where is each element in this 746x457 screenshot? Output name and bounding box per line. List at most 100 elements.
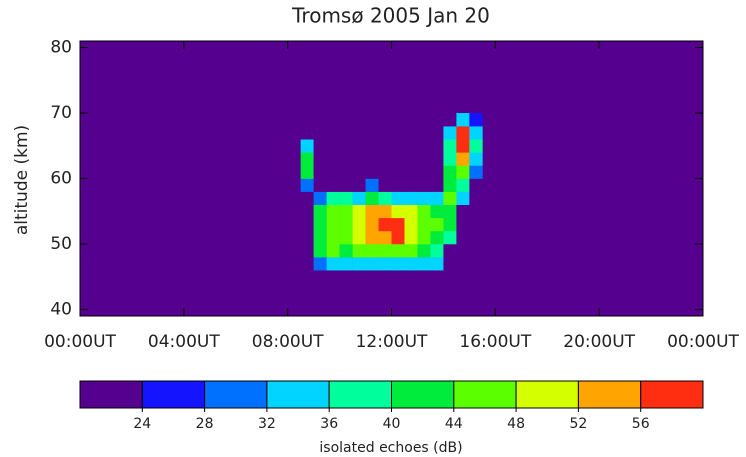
heat-cell xyxy=(404,230,418,245)
heat-cell xyxy=(430,139,444,153)
heat-cell xyxy=(287,178,301,192)
heat-cell xyxy=(404,191,418,205)
colorbar-tick-label: 40 xyxy=(383,416,401,432)
heat-cell xyxy=(469,113,483,127)
heat-cell xyxy=(391,126,405,140)
heat-cell xyxy=(417,204,431,219)
heat-cell xyxy=(365,230,379,245)
heat-cell xyxy=(326,243,340,258)
y-tick-label: 40 xyxy=(50,299,72,319)
heat-cell xyxy=(287,204,301,219)
y-tick-label: 60 xyxy=(50,169,72,189)
heat-cell xyxy=(352,126,366,140)
heat-cell xyxy=(300,126,314,140)
colorbar-segment xyxy=(79,380,143,409)
heat-cell xyxy=(443,139,457,153)
heat-cell xyxy=(430,217,444,232)
x-tick-label: 12:00UT xyxy=(356,332,428,352)
heat-cell xyxy=(300,178,314,192)
heat-cell xyxy=(417,191,431,205)
heat-cell xyxy=(313,204,327,219)
heat-cell xyxy=(378,257,392,271)
heat-cell xyxy=(326,204,340,219)
heat-cell xyxy=(443,126,457,140)
heat-cell xyxy=(326,126,340,140)
heat-cell xyxy=(443,257,457,271)
colorbar-tick-label: 52 xyxy=(569,416,587,432)
heat-cell xyxy=(300,191,314,205)
heat-cell xyxy=(352,178,366,192)
heat-cell xyxy=(391,191,405,205)
heat-cell xyxy=(313,113,327,127)
heat-cell xyxy=(378,126,392,140)
heat-cell xyxy=(469,204,483,219)
heat-cell xyxy=(456,191,470,205)
heat-cell xyxy=(391,243,405,258)
heat-cell xyxy=(469,126,483,140)
heat-cell xyxy=(404,204,418,219)
heat-cell xyxy=(378,230,392,245)
heat-cell xyxy=(456,113,470,127)
heat-cell xyxy=(378,165,392,179)
heat-cell xyxy=(430,152,444,166)
heat-cell xyxy=(313,165,327,179)
colorbar-segment xyxy=(391,380,455,409)
y-tick-label: 80 xyxy=(50,38,72,58)
heat-cell xyxy=(287,243,301,258)
heat-cell xyxy=(339,191,353,205)
heat-cell xyxy=(326,113,340,127)
heat-cell xyxy=(417,126,431,140)
heat-cell xyxy=(339,230,353,245)
heat-cell xyxy=(417,257,431,271)
heat-cell xyxy=(339,204,353,219)
colorbar-tick-label: 32 xyxy=(258,416,276,432)
heat-cell xyxy=(313,178,327,192)
colorbar-tick-label: 36 xyxy=(320,416,338,432)
heat-cell xyxy=(365,152,379,166)
heat-cell xyxy=(352,217,366,232)
heat-cell xyxy=(443,217,457,232)
heat-cell xyxy=(300,113,314,127)
heat-cell xyxy=(352,113,366,127)
heat-cell xyxy=(391,152,405,166)
heat-cell xyxy=(404,113,418,127)
heat-cell xyxy=(469,139,483,153)
heat-cell xyxy=(430,243,444,258)
heat-cell xyxy=(287,113,301,127)
heat-cell xyxy=(443,230,457,245)
y-tick-label: 50 xyxy=(50,234,72,254)
heat-cell xyxy=(430,257,444,271)
heat-cell xyxy=(391,165,405,179)
heat-cell xyxy=(339,126,353,140)
heat-cell xyxy=(326,178,340,192)
colorbar-tick-label: 44 xyxy=(445,416,463,432)
heat-cell xyxy=(469,152,483,166)
heat-cell xyxy=(313,217,327,232)
heat-cell xyxy=(326,191,340,205)
heat-cell xyxy=(365,139,379,153)
heat-cell xyxy=(456,178,470,192)
heat-cell xyxy=(365,126,379,140)
heat-cell xyxy=(339,165,353,179)
heat-cell xyxy=(365,165,379,179)
colorbar-segment xyxy=(640,380,704,409)
heat-cell xyxy=(430,204,444,219)
heat-cell xyxy=(300,204,314,219)
heat-cell xyxy=(365,191,379,205)
chart-title: Tromsø 2005 Jan 20 xyxy=(291,4,490,28)
heat-cell xyxy=(404,139,418,153)
colorbar-tick-label: 24 xyxy=(133,416,151,432)
heat-cell xyxy=(326,217,340,232)
colorbar-segment xyxy=(453,380,517,409)
x-tick-label: 08:00UT xyxy=(252,332,324,352)
heat-cell xyxy=(378,178,392,192)
heat-cell xyxy=(352,257,366,271)
heat-cell xyxy=(339,113,353,127)
heat-cell xyxy=(300,230,314,245)
heat-cell xyxy=(339,178,353,192)
heat-cell xyxy=(404,217,418,232)
heat-cell xyxy=(456,165,470,179)
heat-cell xyxy=(287,139,301,153)
heat-cell xyxy=(443,113,457,127)
